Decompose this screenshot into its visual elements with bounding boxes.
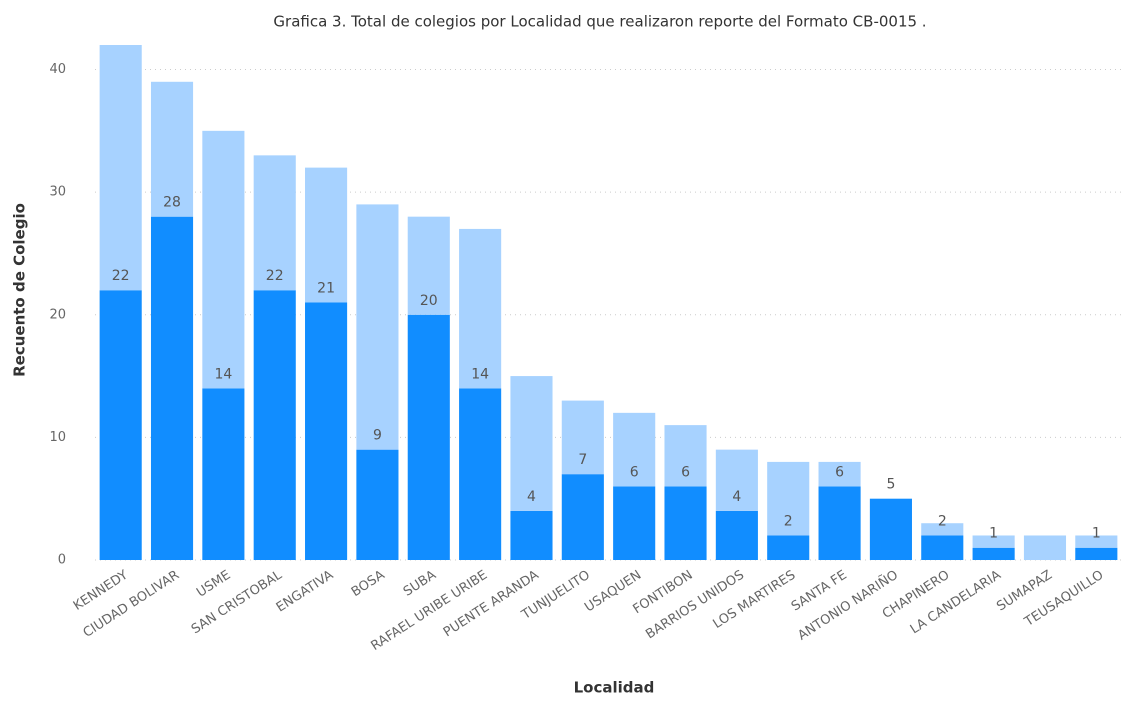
bar bbox=[253, 290, 296, 560]
bar bbox=[664, 486, 707, 560]
x-tick-label: USME bbox=[194, 568, 233, 601]
bar bbox=[767, 535, 810, 560]
chart-title: Grafica 3. Total de colegios por Localid… bbox=[273, 13, 926, 31]
x-tick-label: ENGATIVA bbox=[274, 568, 336, 616]
bar bbox=[767, 461, 810, 536]
y-tick-label: 0 bbox=[58, 553, 66, 568]
data-label: 6 bbox=[630, 464, 639, 480]
data-label: 21 bbox=[317, 281, 335, 297]
x-tick-label: BOSA bbox=[349, 568, 388, 600]
bar bbox=[715, 449, 758, 511]
data-label: 2 bbox=[784, 513, 793, 529]
bar bbox=[1075, 535, 1118, 548]
data-label: 22 bbox=[266, 268, 284, 284]
bar bbox=[972, 535, 1015, 548]
bar bbox=[613, 486, 656, 560]
y-axis-title: Recuento de Colegio bbox=[11, 203, 29, 377]
y-tick-label: 40 bbox=[49, 62, 66, 77]
bar bbox=[664, 425, 707, 487]
x-tick-label: PUENTE ARANDA bbox=[441, 568, 542, 641]
data-label: 6 bbox=[681, 464, 690, 480]
bar bbox=[972, 547, 1015, 560]
data-label: 4 bbox=[527, 489, 536, 505]
bar bbox=[202, 130, 245, 389]
bar bbox=[150, 216, 194, 560]
bar bbox=[356, 204, 399, 450]
data-label: 28 bbox=[163, 195, 181, 211]
bar bbox=[869, 498, 912, 560]
bar bbox=[1075, 547, 1118, 560]
bar bbox=[305, 167, 348, 303]
data-label: 14 bbox=[214, 366, 232, 382]
data-label: 7 bbox=[578, 452, 587, 468]
data-label: 20 bbox=[420, 293, 438, 309]
data-label: 22 bbox=[112, 268, 130, 284]
bar bbox=[459, 388, 502, 560]
bar bbox=[921, 523, 964, 536]
bar bbox=[561, 474, 604, 560]
x-tick-label: SAN CRISTOBAL bbox=[189, 567, 286, 637]
bar bbox=[715, 510, 758, 560]
data-label: 1 bbox=[989, 526, 998, 542]
data-label: 6 bbox=[835, 464, 844, 480]
data-label: 1 bbox=[1092, 526, 1101, 542]
bar bbox=[818, 461, 861, 487]
data-label: 14 bbox=[471, 366, 489, 382]
bar bbox=[305, 302, 348, 560]
bar bbox=[1023, 535, 1067, 560]
data-label: 5 bbox=[886, 477, 895, 493]
bar bbox=[510, 510, 553, 560]
bar bbox=[202, 388, 245, 560]
data-label: 4 bbox=[732, 489, 741, 505]
bar bbox=[459, 228, 502, 389]
y-tick-label: 20 bbox=[49, 307, 66, 322]
bar bbox=[407, 314, 450, 560]
bar bbox=[921, 535, 964, 560]
bar bbox=[150, 81, 194, 217]
x-tick-label: SUBA bbox=[401, 568, 439, 600]
bar bbox=[407, 216, 450, 315]
bar bbox=[561, 400, 604, 475]
y-tick-label: 30 bbox=[49, 185, 66, 200]
bar bbox=[99, 290, 142, 560]
x-axis-title: Localidad bbox=[574, 679, 655, 697]
bar bbox=[818, 486, 861, 560]
x-tick-label: CIUDAD BOLIVAR bbox=[81, 568, 182, 641]
bar bbox=[510, 376, 553, 511]
bar bbox=[99, 45, 142, 291]
y-tick-label: 10 bbox=[49, 430, 66, 445]
x-tick-label: LA CANDELARIA bbox=[908, 568, 1004, 638]
bar bbox=[613, 412, 656, 487]
bar bbox=[253, 155, 296, 291]
bar bbox=[356, 449, 399, 560]
data-label: 9 bbox=[373, 428, 382, 444]
data-label: 2 bbox=[938, 513, 947, 529]
